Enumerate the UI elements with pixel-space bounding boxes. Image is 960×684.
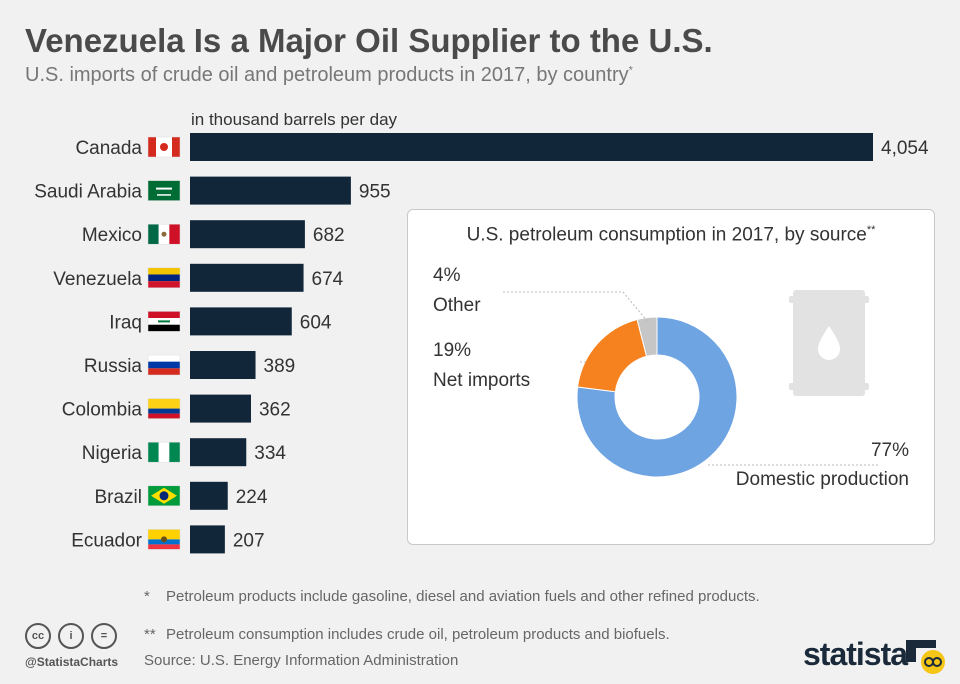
bar bbox=[190, 438, 247, 467]
other-leader-line bbox=[503, 291, 649, 323]
statista-logo[interactable]: statista bbox=[803, 636, 908, 672]
bar bbox=[190, 176, 351, 205]
attribution-icon[interactable]: i bbox=[58, 623, 84, 649]
oil-barrel-icon bbox=[789, 290, 869, 396]
iraq-flag-icon bbox=[147, 311, 181, 332]
subtitle-text: U.S. imports of crude oil and petroleum … bbox=[25, 64, 629, 86]
slice-other bbox=[636, 316, 658, 357]
bar-value-label: 4,054 bbox=[881, 138, 929, 159]
domestic-label: Domestic production bbox=[735, 469, 909, 490]
bar bbox=[190, 263, 304, 292]
bar bbox=[190, 351, 256, 379]
brazil-flag-icon bbox=[147, 485, 181, 507]
slice-domestic-production bbox=[576, 316, 738, 478]
category-label: Ecuador bbox=[71, 530, 142, 551]
bar-value-label: 674 bbox=[312, 269, 344, 290]
category-label: Canada bbox=[75, 138, 142, 159]
bar bbox=[190, 394, 251, 423]
category-label: Saudi Arabia bbox=[34, 182, 142, 203]
category-label: Mexico bbox=[82, 225, 142, 246]
bar-value-label: 955 bbox=[359, 182, 391, 203]
category-label: Russia bbox=[84, 356, 143, 377]
domestic-value: 77% bbox=[870, 440, 909, 461]
footnote-mark-2: ** bbox=[144, 626, 156, 643]
category-label: Venezuela bbox=[53, 269, 142, 290]
chart-subtitle: U.S. imports of crude oil and petroleum … bbox=[25, 64, 633, 87]
other-value: 4% bbox=[433, 265, 461, 286]
donut-title: U.S. petroleum consumption in 2017, by s… bbox=[408, 224, 934, 246]
donut-title-mark: ** bbox=[866, 224, 876, 236]
donut-chart bbox=[503, 290, 878, 478]
net-imports-label: Net imports bbox=[433, 370, 531, 391]
consumption-panel: U.S. petroleum consumption in 2017, by s… bbox=[407, 209, 935, 545]
category-label: Iraq bbox=[109, 312, 142, 333]
bar-chart: Canada 4,054 Saudi Arabia 955 Mexico 682 Venez… bbox=[34, 133, 929, 554]
chart-title: Venezuela Is a Major Oil Supplier to the… bbox=[25, 22, 713, 59]
category-label: Brazil bbox=[94, 487, 142, 508]
bar bbox=[190, 525, 225, 554]
other-label: Other bbox=[433, 295, 481, 316]
footnote-2: Petroleum consumption includes crude oil… bbox=[166, 626, 670, 643]
nigeria-flag-icon bbox=[147, 441, 181, 463]
colombia-flag-icon bbox=[147, 398, 181, 419]
no-derivatives-icon[interactable]: = bbox=[91, 623, 117, 649]
footnote-1: Petroleum products include gasoline, die… bbox=[166, 588, 760, 605]
cc-icon[interactable]: cc bbox=[25, 623, 51, 649]
bar-value-label: 334 bbox=[254, 443, 286, 464]
twitter-handle[interactable]: @StatistaCharts bbox=[25, 655, 119, 669]
bar-value-label: 224 bbox=[236, 487, 268, 508]
source-note: Source: U.S. Energy Information Administ… bbox=[144, 652, 459, 669]
mexico-flag-icon bbox=[147, 223, 181, 245]
category-label: Colombia bbox=[62, 400, 143, 421]
subtitle-footnote-mark: * bbox=[628, 64, 633, 77]
bar-value-label: 604 bbox=[300, 312, 332, 333]
ecuador-flag-icon bbox=[147, 529, 181, 550]
statista-logo-icon bbox=[906, 640, 945, 674]
bar bbox=[190, 220, 305, 249]
slice-net-imports bbox=[577, 318, 648, 393]
bar-value-label: 682 bbox=[313, 225, 345, 246]
bar-value-label: 389 bbox=[264, 356, 296, 377]
bar bbox=[190, 481, 228, 510]
bar-value-label: 207 bbox=[233, 530, 265, 551]
footnote-mark-1: * bbox=[144, 588, 150, 605]
donut-title-text: U.S. petroleum consumption in 2017, by s… bbox=[466, 224, 867, 246]
saudi-arabia-flag-icon bbox=[147, 180, 181, 201]
canada-flag-icon bbox=[147, 136, 181, 158]
russia-flag-icon bbox=[147, 354, 181, 376]
bar-value-label: 362 bbox=[259, 400, 291, 421]
unit-label: in thousand barrels per day bbox=[191, 110, 398, 129]
net-imports-value: 19% bbox=[433, 340, 472, 361]
venezuela-flag-icon bbox=[147, 267, 181, 289]
bar bbox=[190, 133, 873, 161]
bar bbox=[190, 307, 292, 336]
category-label: Nigeria bbox=[82, 443, 143, 464]
